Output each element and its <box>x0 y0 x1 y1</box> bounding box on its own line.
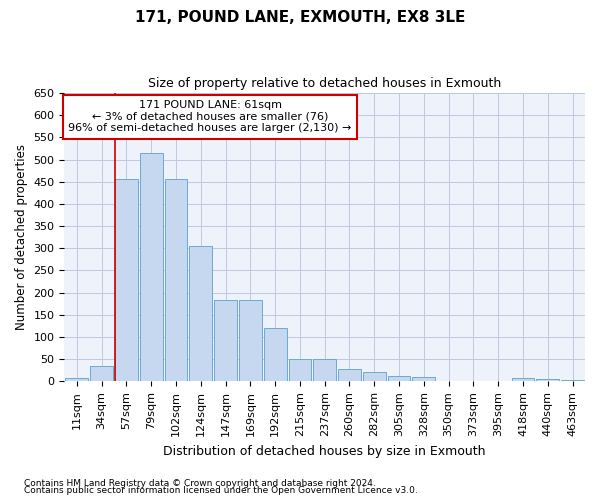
Y-axis label: Number of detached properties: Number of detached properties <box>15 144 28 330</box>
Title: Size of property relative to detached houses in Exmouth: Size of property relative to detached ho… <box>148 78 502 90</box>
Bar <box>164 178 187 382</box>
Bar <box>190 246 212 382</box>
X-axis label: Distribution of detached houses by size in Exmouth: Distribution of detached houses by size … <box>163 444 486 458</box>
Bar <box>412 378 435 382</box>
Text: Contains HM Land Registry data © Crown copyright and database right 2024.: Contains HM Land Registry data © Crown c… <box>24 478 376 488</box>
Text: Contains public sector information licensed under the Open Government Licence v3: Contains public sector information licen… <box>24 486 418 495</box>
Bar <box>536 379 559 382</box>
Bar <box>561 380 584 382</box>
Bar <box>115 178 138 382</box>
Bar <box>313 359 336 382</box>
Bar <box>90 366 113 382</box>
Text: 171, POUND LANE, EXMOUTH, EX8 3LE: 171, POUND LANE, EXMOUTH, EX8 3LE <box>135 10 465 25</box>
Bar <box>214 300 237 382</box>
Bar <box>512 378 535 382</box>
Bar <box>65 378 88 382</box>
Bar <box>338 369 361 382</box>
Bar <box>264 328 287 382</box>
Bar <box>140 153 163 382</box>
Bar <box>289 359 311 382</box>
Bar <box>239 300 262 382</box>
Bar <box>363 372 386 382</box>
Bar <box>388 376 410 382</box>
Text: 171 POUND LANE: 61sqm
← 3% of detached houses are smaller (76)
96% of semi-detac: 171 POUND LANE: 61sqm ← 3% of detached h… <box>68 100 352 134</box>
